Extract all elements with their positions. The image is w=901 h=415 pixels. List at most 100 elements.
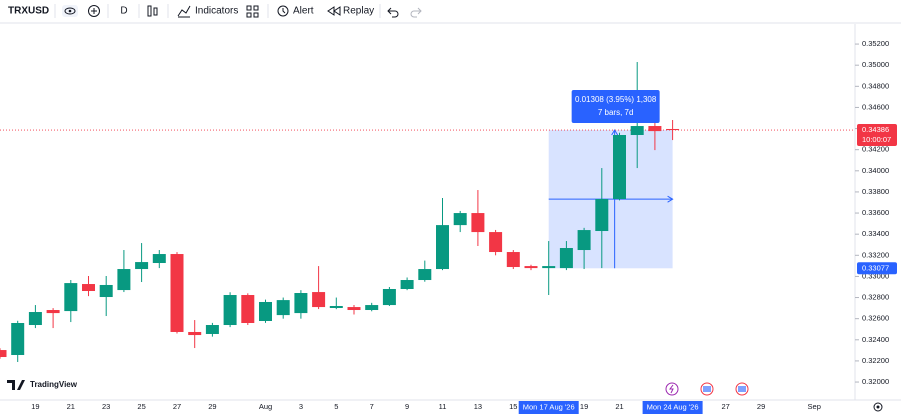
y-tick-label: 0.32800 xyxy=(862,293,889,302)
x-tick-label: 9 xyxy=(405,402,409,411)
candle-body xyxy=(648,126,662,132)
settings-button[interactable] xyxy=(873,402,883,412)
indicators-button[interactable]: Indicators xyxy=(177,6,238,18)
candle-body xyxy=(0,350,7,358)
candle-body xyxy=(630,126,644,136)
brand[interactable]: TradingView xyxy=(30,380,78,389)
event-icon-glyph xyxy=(738,386,746,392)
date-range-label: Mon 24 Aug '26 xyxy=(647,402,699,411)
eye-button[interactable] xyxy=(62,5,78,17)
candle-body xyxy=(382,288,396,306)
chart-type-button[interactable] xyxy=(147,5,158,17)
candle-body xyxy=(577,230,591,251)
candle-body xyxy=(259,301,272,321)
candle-body xyxy=(99,284,113,298)
x-tick-label: Sep xyxy=(808,402,821,411)
symbol[interactable]: TRXUSD xyxy=(8,6,49,17)
candle-body xyxy=(524,266,538,269)
redo-button[interactable] xyxy=(410,7,422,18)
x-tick-label: 25 xyxy=(137,402,145,411)
candle-body xyxy=(453,213,467,226)
candle-body xyxy=(471,213,485,233)
candle-body xyxy=(542,266,556,269)
current-price-box xyxy=(857,124,897,147)
replay-label[interactable]: Replay xyxy=(343,6,374,17)
interval[interactable]: D xyxy=(120,6,127,17)
y-tick-label: 0.32200 xyxy=(862,356,889,365)
x-tick-label: 15 xyxy=(509,402,517,411)
y-tick-label: 0.32000 xyxy=(862,377,889,386)
current-price-label: 0.34386 xyxy=(862,125,889,134)
events xyxy=(665,382,749,396)
measure-sublabel: 7 bars, 7d xyxy=(598,108,634,117)
candle-body xyxy=(117,269,131,291)
candle-body xyxy=(436,225,449,270)
x-tick-label: 29 xyxy=(208,402,216,411)
y-tick-label: 0.33800 xyxy=(862,187,889,196)
measure-start-label: 0.33077 xyxy=(862,263,889,272)
candle-body xyxy=(666,128,680,131)
x-tick-label: 27 xyxy=(722,402,730,411)
y-tick-label: 0.34200 xyxy=(862,145,889,154)
alert-button[interactable]: Alert xyxy=(277,5,314,17)
x-tick-label: 19 xyxy=(580,402,588,411)
measure-start-box xyxy=(857,262,897,275)
x-tick-label: 23 xyxy=(102,402,110,411)
compare-button[interactable] xyxy=(88,5,100,17)
candle-body xyxy=(418,269,432,281)
undo-button[interactable] xyxy=(387,7,399,18)
candle-body xyxy=(489,232,503,253)
overlay: 0.01308 (3.95%) 1,308 7 bars, 7d 0.3438610… xyxy=(518,90,897,414)
candle-body xyxy=(559,248,573,269)
candle-body xyxy=(276,300,290,316)
candle-body xyxy=(28,312,42,326)
candle-body xyxy=(135,262,149,270)
x-tick-label: 7 xyxy=(370,402,374,411)
candle-body xyxy=(170,254,184,332)
y-tick-label: 0.35200 xyxy=(862,39,889,48)
plot: 0.32000 0.32200 0.32400 0.32600 0.32800 0.330… xyxy=(0,39,889,411)
candle-body xyxy=(312,292,326,308)
candle-body xyxy=(400,280,414,289)
x-tick-label: 29 xyxy=(757,402,765,411)
x-tick-label: 5 xyxy=(334,402,338,411)
x-tick-label: 21 xyxy=(67,402,75,411)
y-tick-label: 0.34600 xyxy=(862,102,889,111)
candle-body xyxy=(46,310,60,314)
countdown-label: 10:00:07 xyxy=(862,135,891,144)
x-tick-label: 19 xyxy=(31,402,39,411)
alert-label[interactable]: Alert xyxy=(293,6,314,17)
x-tick-label: 3 xyxy=(299,402,303,411)
candle-body xyxy=(595,199,609,232)
x-tick-label: 11 xyxy=(439,402,447,411)
y-tick-label: 0.34000 xyxy=(862,166,889,175)
candle-body xyxy=(241,295,255,324)
y-tick-label: 0.33000 xyxy=(862,271,889,280)
x-tick-label: 27 xyxy=(173,402,181,411)
logo[interactable]: TradingView xyxy=(7,380,78,390)
indicators-label[interactable]: Indicators xyxy=(195,6,238,17)
candle-body xyxy=(64,283,78,312)
replay-button[interactable]: Replay xyxy=(327,6,374,17)
date-range-box xyxy=(518,401,579,414)
y-tick-label: 0.32400 xyxy=(862,335,889,344)
candle-body xyxy=(613,135,626,200)
layout-button[interactable] xyxy=(246,5,259,18)
date-range-box xyxy=(642,401,703,414)
y-tick-label: 0.35000 xyxy=(862,60,889,69)
event-icon-glyph xyxy=(669,384,674,394)
measure-arrow-head xyxy=(667,195,674,203)
date-range-label: Mon 17 Aug '26 xyxy=(523,402,575,411)
candle-body xyxy=(152,254,166,264)
y-tick-label: 0.32600 xyxy=(862,314,889,323)
candle-body xyxy=(205,325,219,334)
x-tick-label: 13 xyxy=(474,402,482,411)
x-tick-label: 21 xyxy=(615,402,623,411)
y-tick-label: 0.33200 xyxy=(862,250,889,259)
candle-body xyxy=(223,295,237,326)
measure-label: 0.01308 (3.95%) 1,308 xyxy=(575,95,657,104)
measure-tooltip xyxy=(571,90,660,124)
y-tick-label: 0.34800 xyxy=(862,81,889,90)
